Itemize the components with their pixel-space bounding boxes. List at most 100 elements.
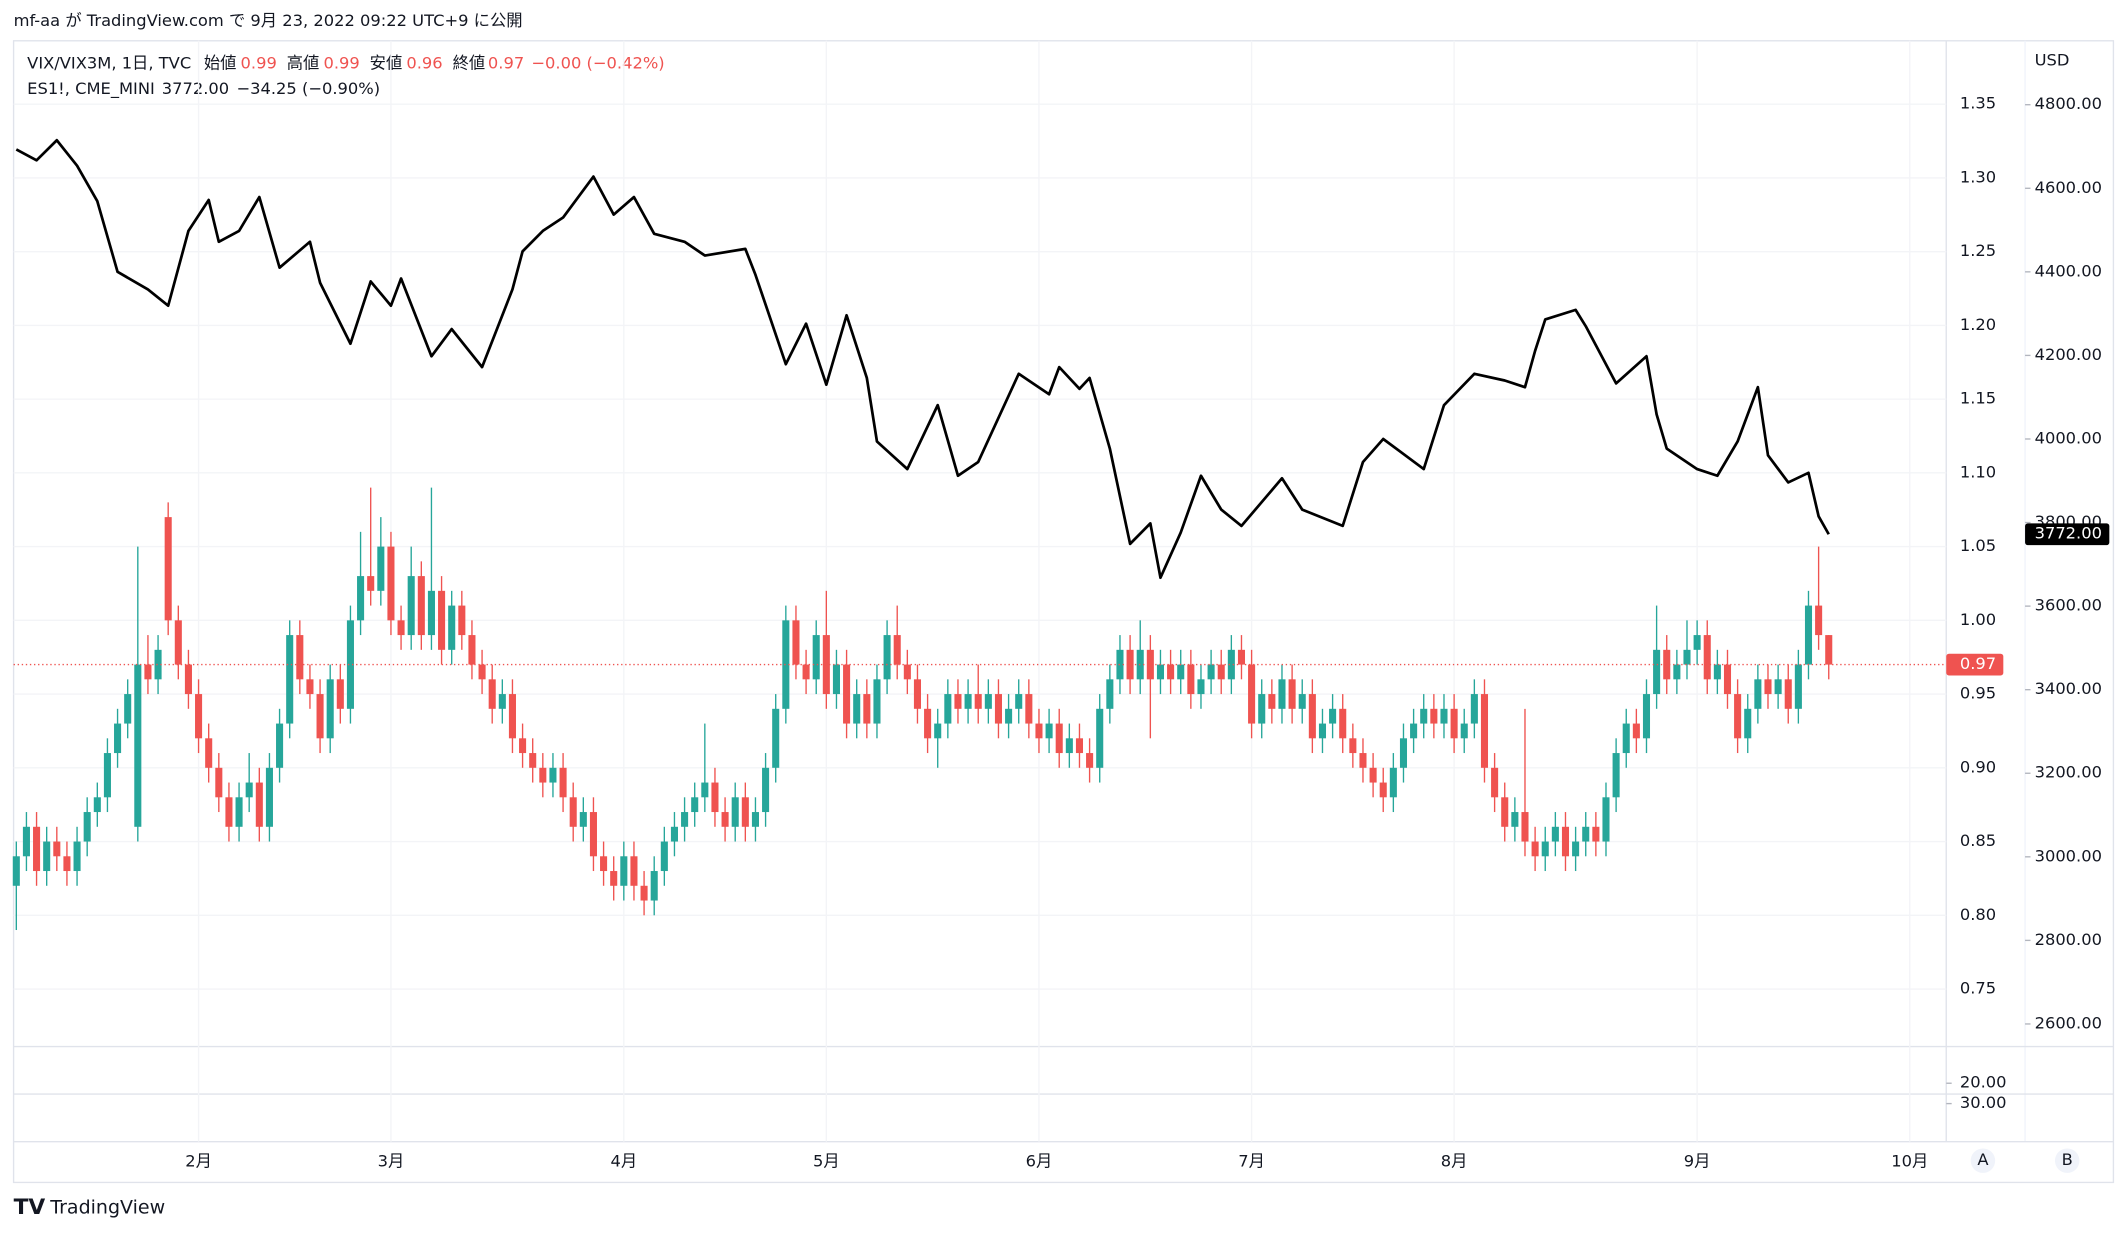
- y2-tick-label: 4800.00: [2035, 94, 2102, 113]
- candle-body: [498, 694, 506, 709]
- candle-body: [164, 517, 172, 621]
- candle-body: [488, 679, 496, 709]
- overlay-last-label: 3772.00: [2035, 524, 2102, 543]
- candle-body: [508, 694, 516, 739]
- brand: TradingView: [49, 1197, 165, 1219]
- candle-body: [1268, 694, 1276, 709]
- y2-tick-label: 3200.00: [2035, 763, 2102, 782]
- legend-low-label: 安値: [370, 53, 403, 72]
- candle-body: [660, 841, 668, 872]
- candle-body: [549, 767, 557, 783]
- button-a-bg[interactable]: [1970, 1148, 1996, 1173]
- candle-body: [296, 635, 304, 680]
- candle-body: [1521, 812, 1529, 842]
- candle-body: [1075, 738, 1084, 754]
- candle-body: [1430, 708, 1438, 724]
- y2-tick-label: 3600.00: [2035, 596, 2102, 615]
- y-tick-label: 0.75: [1960, 979, 1996, 998]
- candle-body: [751, 812, 759, 827]
- candle-body: [1278, 679, 1286, 709]
- legend-open-label: 始値: [204, 53, 237, 72]
- candle-body: [1248, 664, 1256, 724]
- candle-body: [33, 826, 41, 872]
- candle-body: [1096, 708, 1104, 768]
- candle-body: [913, 679, 921, 709]
- candle-body: [1440, 708, 1448, 724]
- lower-tick-label: 20.00: [1960, 1073, 2007, 1092]
- button-b[interactable]: B: [2062, 1150, 2073, 1169]
- y-tick-label: 1.20: [1960, 315, 1996, 334]
- x-tick-label: 9月: [1684, 1152, 1711, 1171]
- candle-body: [1551, 826, 1559, 842]
- button-b-bg[interactable]: [2054, 1148, 2080, 1173]
- candle-body: [22, 826, 30, 857]
- candle-body: [1693, 635, 1701, 650]
- y2-tick-label: 3000.00: [2035, 846, 2102, 865]
- candle-body: [1167, 664, 1175, 680]
- legend-high-label: 高値: [287, 53, 320, 72]
- y-tick-label: 0.95: [1960, 684, 1996, 703]
- candle-body: [883, 635, 891, 680]
- y-tick-label: 1.10: [1960, 462, 1996, 481]
- y2-tick-label: 4600.00: [2035, 178, 2102, 197]
- candle-body: [215, 767, 223, 798]
- candle-body: [1237, 649, 1246, 665]
- candle-body: [286, 635, 294, 724]
- candle-body: [964, 694, 972, 709]
- y-tick-label: 0.80: [1960, 905, 1996, 924]
- candle-body: [1156, 664, 1165, 680]
- y2-tick-label: 4400.00: [2035, 261, 2102, 280]
- candle-body: [1207, 664, 1215, 680]
- candle-body: [387, 546, 395, 621]
- candle-body: [478, 664, 486, 680]
- candle-body: [357, 576, 365, 621]
- y2-tick-label: 2800.00: [2035, 930, 2102, 949]
- candle-body: [822, 635, 830, 695]
- overlay-last-badge: [2025, 523, 2110, 546]
- candle-body: [1308, 694, 1316, 739]
- candle-body: [1399, 738, 1408, 768]
- candle-body: [103, 753, 111, 798]
- candle-body: [1369, 767, 1377, 783]
- candle-body: [1582, 826, 1590, 842]
- y-tick-label: 1.30: [1960, 167, 1996, 186]
- button-a[interactable]: A: [1977, 1150, 1989, 1169]
- candle-body: [1217, 664, 1225, 680]
- candle-body: [438, 590, 446, 650]
- candle-body: [924, 708, 932, 739]
- candle-body: [559, 767, 567, 798]
- candle-body: [1197, 679, 1205, 695]
- y-tick-label: 1.05: [1960, 536, 1996, 555]
- candle-body: [903, 664, 911, 680]
- candle-body: [1450, 708, 1458, 739]
- candle-body: [741, 797, 749, 827]
- candle-body: [873, 679, 881, 724]
- x-tick-label: 5月: [813, 1152, 840, 1171]
- candle-body: [326, 679, 334, 739]
- candle-body: [1622, 723, 1630, 754]
- candle-body: [1045, 723, 1053, 739]
- candle-body: [1480, 694, 1489, 768]
- candle-body: [691, 797, 699, 813]
- overlay-change: −34.25 (−0.90%): [236, 79, 380, 98]
- candle-body: [1116, 649, 1124, 680]
- legend-name: VIX/VIX3M, 1日, TVC: [27, 53, 191, 72]
- candle-body: [184, 664, 192, 695]
- candle-body: [944, 694, 952, 724]
- candle-body: [1065, 738, 1073, 754]
- candle-body: [1744, 708, 1752, 739]
- y2-tick-label: 4000.00: [2035, 428, 2102, 447]
- candle-body: [792, 620, 800, 665]
- overlay-last: 3772.00: [162, 79, 229, 98]
- candle-body: [316, 694, 324, 739]
- candle-body: [1531, 841, 1539, 857]
- candle-body: [1035, 723, 1043, 739]
- candle-body: [1713, 664, 1721, 680]
- y2-tick-label: 4200.00: [2035, 345, 2102, 364]
- y2-tick-label: 2600.00: [2035, 1013, 2102, 1032]
- candle-body: [367, 576, 375, 591]
- candle-body: [154, 649, 162, 680]
- candle-body: [1288, 679, 1296, 709]
- x-tick-label: 10月: [1891, 1152, 1928, 1171]
- candle-body: [589, 812, 597, 857]
